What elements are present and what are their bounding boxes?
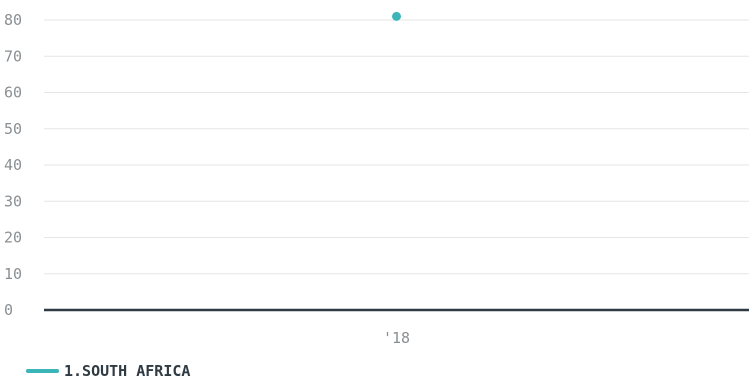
y-tick-label: 30: [4, 192, 22, 210]
grid: [44, 19, 749, 275]
data-point[interactable]: [392, 11, 401, 21]
x-tick-label: '18: [383, 329, 410, 347]
y-tick-label: 0: [4, 301, 13, 319]
y-tick-label: 80: [4, 11, 22, 29]
y-tick-label: 40: [4, 156, 22, 174]
y-tick-label: 60: [4, 84, 22, 102]
y-tick-label: 20: [4, 229, 22, 247]
legend[interactable]: 1.SOUTH AFRICA: [26, 362, 190, 380]
x-axis-ticks: '18: [383, 329, 410, 347]
y-axis-ticks: 0 10 20 30 40 50 60 70 80: [4, 11, 22, 319]
y-tick-label: 50: [4, 120, 22, 138]
y-tick-label: 70: [4, 47, 22, 65]
legend-label[interactable]: 1.SOUTH AFRICA: [64, 362, 190, 380]
series: [392, 11, 401, 21]
y-tick-label: 10: [4, 265, 22, 283]
